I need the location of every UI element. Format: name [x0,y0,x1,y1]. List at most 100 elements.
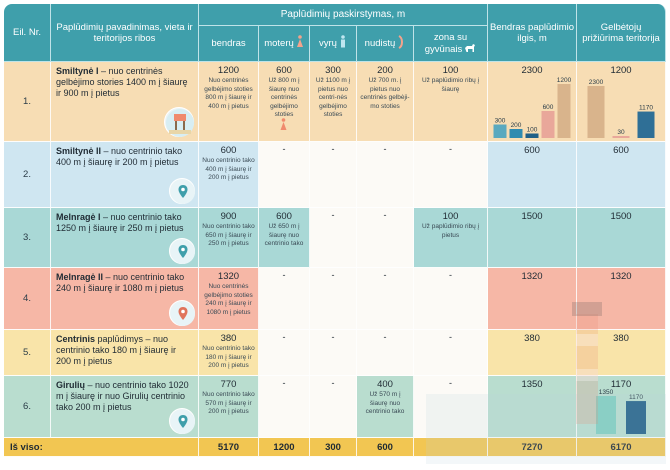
map-pin-icon [169,300,195,326]
cell-nudist: - [357,330,414,376]
lifeguard-tower-icon [164,107,194,137]
value: 1350 [521,379,543,390]
bar-label: 100 [527,127,538,134]
total-rescue: 6170 [577,438,666,457]
women-icon [279,118,288,135]
row-number: 2. [4,142,51,208]
cell-animals: - [414,376,489,438]
value: - [282,378,286,388]
total-women: 1200 [259,438,310,457]
value: 400 [377,379,393,390]
cell-animals: 100 Už paplūdimio ribų į šiaurę [414,62,489,142]
value: 2300 [521,65,543,76]
cell-length: 1350 [488,376,578,438]
cell-general: 900 Nuo centrinio tako 650 m į šiaurę ir … [199,208,259,268]
beach-location: – nuo centrinės gelbėjimo stories 1400 m… [56,66,188,98]
cell-nudist: - [357,142,414,208]
row-number: 4. [4,268,51,330]
value: - [331,378,335,388]
cell-general: 380 Nuo centrinio tako 180 m į šiaurę ir … [199,330,259,376]
beach-name-cell: Smiltynė II – nuo centrinio tako 400 m į… [51,142,199,208]
total-row: Iš viso: 5170 1200 300 600 7270 6170 [4,438,666,457]
value: 200 [377,65,393,76]
value: - [383,332,387,342]
total-length: 7270 [488,438,578,457]
header-men: vyrų [310,26,357,62]
value: - [383,210,387,220]
cell-nudist: 200 Už 700 m. į pietus nuo centrinės gelb… [357,62,414,142]
bar-label: 200 [511,122,522,129]
cell-animals: - [414,142,489,208]
cell-general: 1320 Nuo centrinės gelbėjimo stoties 240 … [199,268,259,330]
cell-men: - [310,376,357,438]
note: Nuo centrinio tako 650 m į šiaurę ir 250… [202,223,255,247]
total-label: Iš viso: [4,438,199,457]
cell-men: - [310,142,357,208]
cell-rescue: 600 [577,142,666,208]
table-row: 2. Smiltynė II – nuo centrinio tako 400 … [4,142,666,208]
note: Už 570 m į šiaurę nuo centrinio tako [365,391,405,415]
beach-name-cell: Centrinis paplūdimys – nuo centrinio tak… [51,330,199,376]
row-number: 1. [4,62,51,142]
table-row: 1. Smiltynė I – nuo centrinės gelbėjimo … [4,62,666,142]
bar [557,84,571,138]
cell-length: 2300 300 200 100 600 1200 [488,62,578,142]
value: 100 [442,211,459,222]
cell-rescue: 1200 2300 30 1170 [577,62,666,142]
header-animals: zona su gyvūnais [414,26,489,62]
bar [612,136,630,138]
cell-women: - [259,142,310,208]
value: - [282,270,286,280]
bar [626,401,647,434]
bar-label: 1170 [639,105,653,112]
cell-general: 600 Nuo centrinio tako 400 m į šiaurę ir … [199,142,259,208]
cell-men: - [310,268,357,330]
cell-animals: 100 Už paplūdimio ribų į pietus [414,208,489,268]
rescue-bar-chart-2: 1350 1170 [596,389,647,434]
header-name: Paplūdimių pavadinimas, vieta ir teritor… [51,4,199,62]
beach-location: – nuo centrinio tako 1020 m į šiaurę ir … [56,380,189,412]
cell-men: 300 Už 1100 m į pietus nuo centri-nės gel… [310,62,357,142]
note: Nuo centrinio tako 570 m į šiaurę ir 200… [202,391,255,415]
cell-men: - [310,208,357,268]
value: 600 [613,145,629,156]
value: 900 [220,211,237,222]
value: 1320 [610,271,632,282]
bar [509,129,523,138]
note: Už 800 m į šiaurę nuo centrinės gelbėjim… [268,77,300,118]
beach-name: Smiltynė II [56,146,102,156]
header-length: Bendras paplūdimio ilgis, m [488,4,578,62]
beach-location: – nuo centrinio tako 240 m į šiaurę ir 1… [56,272,185,293]
value: 300 [325,65,341,76]
value: - [383,270,387,280]
cell-men: - [310,330,357,376]
bar [587,86,605,138]
beach-distribution-table: Eil. Nr. Paplūdimių pavadinimas, vieta i… [4,4,666,466]
header-general-label: bendras [211,38,246,49]
beach-name-cell: Melnragė I – nuo centrinio tako 1250 m į… [51,208,199,268]
table-row: 5. Centrinis paplūdimys – nuo centrinio … [4,330,666,376]
cell-nudist: 400 Už 570 m į šiaurę nuo centrinio tako [357,376,414,438]
cell-animals: - [414,268,489,330]
value: 600 [276,211,292,222]
beach-name: Smiltynė I [56,66,99,76]
beach-name-cell: Melnragė II – nuo centrinio tako 240 m į… [51,268,199,330]
header-distribution: Paplūdimių paskirstymas, m [199,4,489,26]
value: - [331,210,335,220]
value: 1170 [610,379,632,390]
value: - [331,144,335,154]
cell-rescue: 380 [577,330,666,376]
map-pin-icon [169,178,195,204]
table-row: 4. Melnragė II – nuo centrinio tako 240 … [4,268,666,330]
value: 600 [220,145,237,156]
map-pin-icon [169,408,195,434]
value: 770 [220,379,237,390]
dog-icon [464,43,476,56]
cell-nudist: - [357,268,414,330]
value: - [331,270,335,280]
bar-label: 1350 [599,389,614,396]
note: Už 1100 m į pietus nuo centri-nės gelbėj… [315,77,351,118]
nudist-icon [397,35,405,52]
data-table: Eil. Nr. Paplūdimių pavadinimas, vieta i… [4,4,666,457]
cell-women: 600 Už 800 m į šiaurę nuo centrinės gelbė… [259,62,310,142]
